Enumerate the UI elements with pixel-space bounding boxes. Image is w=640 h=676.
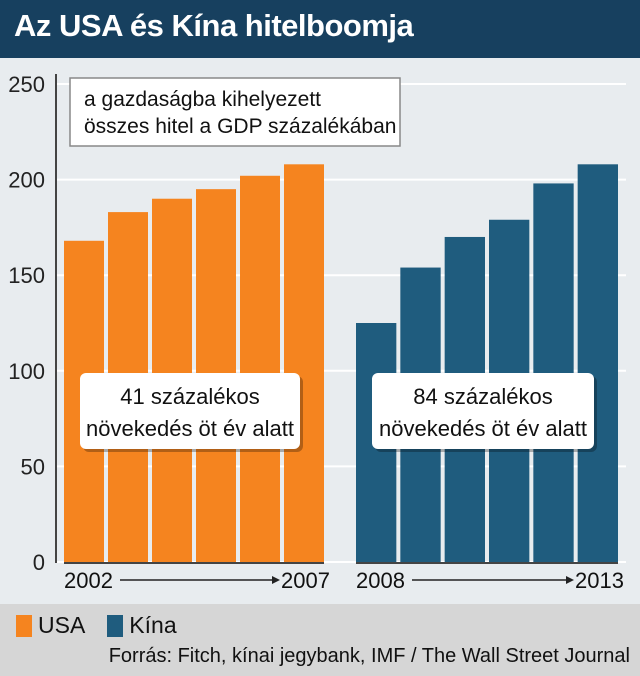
bar: [533, 183, 574, 562]
y-tick-label: 250: [8, 72, 45, 97]
callout-text: 41 százalékos: [120, 384, 259, 409]
y-tick-label: 200: [8, 168, 45, 193]
footer: USA Kína Forrás: Fitch, kínai jegybank, …: [0, 604, 640, 676]
bar: [577, 164, 618, 562]
bar: [240, 175, 280, 562]
legend-label-usa: USA: [38, 612, 86, 638]
legend-swatch-usa: [16, 614, 32, 637]
y-tick-label: 100: [8, 359, 45, 384]
annotation-text: a gazdaságba kihelyezett: [84, 88, 321, 111]
period-start-label: 2008: [356, 568, 405, 593]
bar-chart: 0 50 100 150 200 250 2002 2007 41 százalékos növe…: [8, 72, 626, 593]
annotation-box: [69, 77, 401, 147]
header-bar: Az USA és Kína hitelboomja: [0, 0, 640, 58]
legend-label-kina: Kína: [129, 612, 177, 638]
callout-box: [372, 373, 594, 449]
legend-swatch-kina: [107, 614, 124, 637]
period-end-label: 2013: [575, 568, 624, 593]
legend-item-usa: USA: [16, 612, 85, 639]
annotation-text: összes hitel a GDP százalékában: [84, 115, 396, 138]
arrow-head: [566, 576, 574, 584]
chart-title: Az USA és Kína hitelboomja: [14, 8, 414, 43]
legend: USA Kína: [16, 612, 199, 639]
y-tick-label: 150: [8, 263, 45, 288]
source-note: Forrás: Fitch, kínai jegybank, IMF / The…: [108, 645, 630, 667]
period-end-label: 2007: [281, 568, 330, 593]
callout-text: növekedés öt év alatt: [379, 416, 587, 441]
bar: [284, 164, 324, 562]
callout-text: növekedés öt év alatt: [86, 416, 294, 441]
period-start-label: 2002: [64, 568, 113, 593]
legend-item-kina: Kína: [107, 612, 177, 639]
callout-box: [80, 373, 300, 449]
y-tick-label: 50: [21, 454, 45, 479]
y-tick-label: 0: [33, 550, 45, 575]
arrow-head: [272, 576, 280, 584]
callout-text: 84 százalékos: [413, 384, 552, 409]
